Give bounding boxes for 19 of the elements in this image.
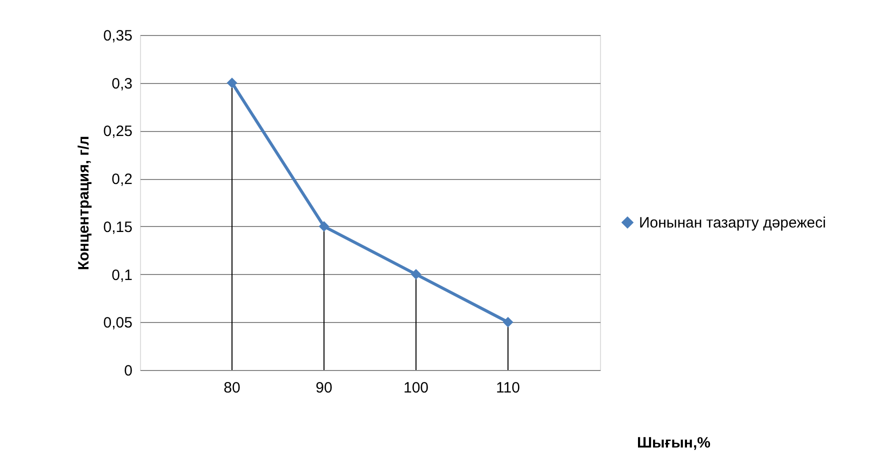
y-tick-label: 0,05 — [103, 314, 132, 332]
point — [502, 316, 514, 328]
y-tick-label: 0,35 — [103, 28, 132, 44]
x-tick-label: 100 — [403, 380, 429, 396]
legend-label: Ионынан тазарту дәрежесі — [639, 214, 826, 232]
y-tick-label: 0,15 — [103, 218, 132, 236]
y-tick-label: 0,3 — [112, 75, 132, 92]
point — [410, 269, 422, 280]
point — [226, 78, 238, 88]
y-tick-label: 0,25 — [103, 123, 132, 140]
y-tick-label: 0,1 — [112, 266, 132, 284]
x-tick-label: 90 — [316, 380, 332, 396]
y-tick-label: 0,2 — [112, 171, 132, 188]
x-tick-label: 80 — [224, 380, 240, 396]
point — [318, 221, 330, 232]
y-tick-label: 0 — [124, 362, 132, 380]
x-axis-title: Шығын,% — [636, 434, 710, 452]
y-axis-title: Концентрация, г/л — [75, 136, 92, 270]
x-tick-label: 110 — [496, 380, 520, 396]
